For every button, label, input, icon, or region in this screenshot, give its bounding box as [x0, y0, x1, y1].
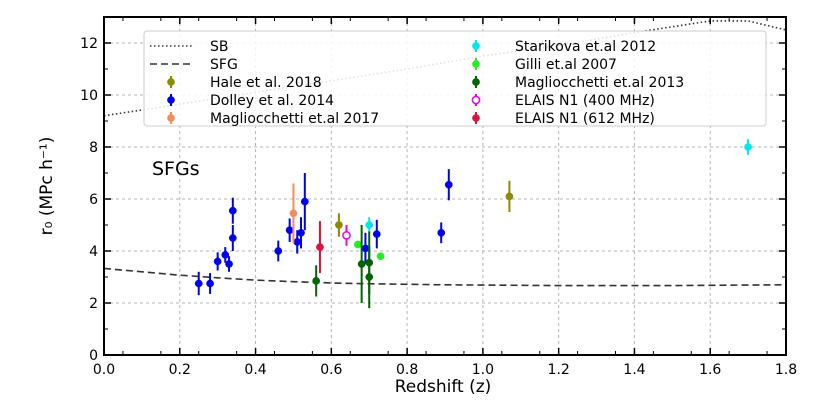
point-dolley-et-al-2014	[228, 234, 237, 242]
legend-swatch-elais-n1-400-mhz	[471, 95, 481, 105]
legend-label-magliocchetti-et-al-2013: Magliocchetti et.al 2013	[515, 75, 684, 91]
point-dolley-et-al-2014	[228, 206, 237, 215]
y-tick-label: 8	[89, 140, 98, 156]
point-dolley-et-al-2014	[285, 226, 294, 235]
legend-box	[143, 30, 767, 127]
legend-label-dolley-et-al-2014: Dolley et al. 2014	[210, 93, 334, 109]
point-dolley-et-al-2014	[293, 238, 302, 246]
x-tick-label: 0.2	[169, 362, 191, 378]
point-magliocchetti-et-al-2013	[357, 260, 366, 268]
point-dolley-et-al-2014	[300, 197, 309, 206]
point-dolley-et-al-2014	[297, 228, 305, 237]
legend-swatch-magliocchetti-et-al-2013	[472, 78, 480, 86]
point-magliocchetti-et-al-2017	[289, 209, 298, 218]
line-sfg	[103, 267, 787, 287]
legend-swatch-elais-n1-612-mhz	[472, 114, 480, 122]
legend-swatch-gilli-et-al-2007	[472, 60, 480, 68]
point-dolley-et-al-2014	[194, 279, 203, 288]
y-tick-label: 12	[80, 36, 98, 52]
axis-ticks: 0.0 0.2 0.4 0.6 0.8 1.0 1.2 1.4 1.6 1.8 0 2 4 6 8 10 12	[80, 17, 797, 378]
point-magliocchetti-et-al-2013	[365, 273, 374, 281]
sfgs-annotation: SFGs	[152, 158, 200, 180]
point-dolley-et-al-2014	[361, 244, 370, 253]
x-tick-label: 1.8	[775, 362, 797, 378]
legend: SB SFG Hale et al. 2018 Dolley et al. 2014 M…	[143, 30, 767, 127]
x-tick-label: 0.4	[244, 362, 266, 378]
y-tick-label: 2	[89, 296, 98, 312]
point-starikova-et-al-2012	[744, 143, 752, 151]
legend-label-gilli-et-al-2007: Gilli et.al 2007	[515, 57, 617, 73]
legend-label-sfg: SFG	[210, 57, 238, 73]
point-dolley-et-al-2014	[444, 180, 453, 189]
y-tick-label: 10	[80, 88, 98, 104]
point-starikova-et-al-2012	[365, 221, 374, 229]
point-elais-n1-612-mhz	[316, 243, 324, 251]
x-tick-label: 0.6	[320, 362, 342, 378]
x-tick-label: 1.2	[548, 362, 570, 378]
x-tick-label: 0.0	[93, 362, 115, 378]
point-dolley-et-al-2014	[274, 247, 283, 255]
y-axis-label: r₀ (MPc h⁻¹)	[37, 137, 57, 236]
legend-swatch-dolley-et-al-2014	[167, 96, 175, 104]
y-tick-label: 0	[89, 348, 98, 364]
x-tick-label: 0.8	[396, 362, 418, 378]
point-elais-n1-400-mhz	[342, 231, 351, 240]
legend-label-magliocchetti-et-al-2017: Magliocchetti et.al 2017	[210, 111, 379, 127]
y-tick-label: 4	[89, 244, 98, 260]
point-hale-et-al-2018	[505, 192, 514, 201]
point-dolley-et-al-2014	[372, 230, 381, 238]
point-dolley-et-al-2014	[437, 228, 446, 237]
legend-label-starikova-et-al-2012: Starikova et.al 2012	[515, 39, 656, 55]
legend-label-hale-et-al-2018: Hale et al. 2018	[210, 75, 322, 91]
point-dolley-et-al-2014	[225, 260, 233, 268]
model-lines	[103, 20, 787, 287]
y-tick-label: 6	[89, 192, 98, 208]
data-points	[194, 139, 752, 309]
plot-frame	[103, 16, 787, 356]
point-gilli-et-al-2007	[376, 252, 385, 261]
x-axis-label: Redshift (z)	[395, 377, 492, 397]
x-tick-label: 1.6	[699, 362, 721, 378]
x-tick-label: 1.4	[623, 362, 645, 378]
legend-label-elais-n1-612-mhz: ELAIS N1 (612 MHz)	[515, 111, 655, 127]
x-tick-label: 1.0	[472, 362, 494, 378]
legend-swatch-hale-et-al-2018	[167, 78, 175, 86]
point-dolley-et-al-2014	[213, 257, 222, 266]
point-gilli-et-al-2007	[354, 240, 362, 249]
legend-label-elais-n1-400-mhz: ELAIS N1 (400 MHz)	[515, 93, 655, 109]
point-dolley-et-al-2014	[221, 251, 230, 259]
point-magliocchetti-et-al-2013	[312, 277, 321, 285]
point-hale-et-al-2018	[335, 221, 343, 229]
legend-label-sb: SB	[210, 39, 229, 55]
point-dolley-et-al-2014	[206, 279, 214, 288]
legend-swatch-starikova-et-al-2012	[472, 42, 480, 50]
legend-swatch-magliocchetti-et-al-2017	[167, 114, 175, 122]
